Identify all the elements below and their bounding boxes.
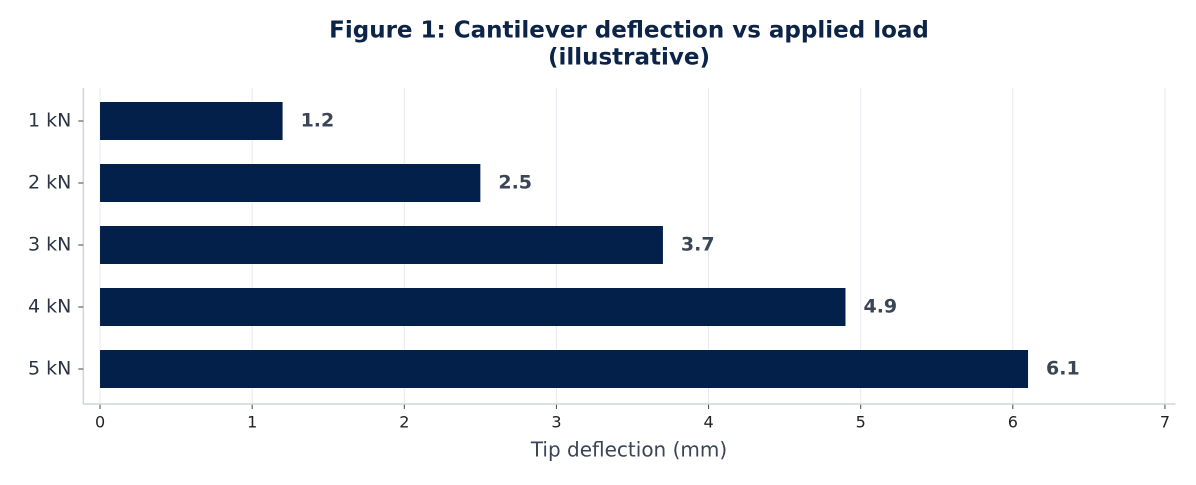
value-label: 6.1: [1046, 358, 1080, 380]
x-tick-label: 4: [703, 413, 713, 432]
value-label: 1.2: [301, 110, 335, 132]
value-label: 3.7: [681, 234, 715, 256]
x-tick-label: 1: [247, 413, 257, 432]
x-tick-label: 7: [1160, 413, 1170, 432]
bar: [100, 226, 663, 264]
x-axis-label: Tip deflection (mm): [530, 438, 727, 462]
bar: [100, 164, 481, 202]
bar: [100, 102, 283, 140]
chart-title: Figure 1: Cantilever deflection vs appli…: [329, 18, 929, 44]
x-tick-label: 6: [1008, 413, 1018, 432]
value-label: 4.9: [863, 296, 897, 318]
x-tick-label: 2: [399, 413, 409, 432]
y-tick-label: 1 kN: [28, 110, 71, 132]
y-tick-label: 5 kN: [28, 358, 71, 380]
x-tick-label: 3: [551, 413, 561, 432]
value-label: 2.5: [498, 172, 532, 194]
x-tick-label: 5: [856, 413, 866, 432]
bar: [100, 288, 846, 326]
chart-subtitle: (illustrative): [548, 45, 710, 71]
x-tick-label: 0: [95, 413, 105, 432]
y-tick-label: 2 kN: [28, 172, 71, 194]
y-tick-label: 4 kN: [28, 296, 71, 318]
bar: [100, 350, 1029, 388]
y-tick-label: 3 kN: [28, 234, 71, 256]
